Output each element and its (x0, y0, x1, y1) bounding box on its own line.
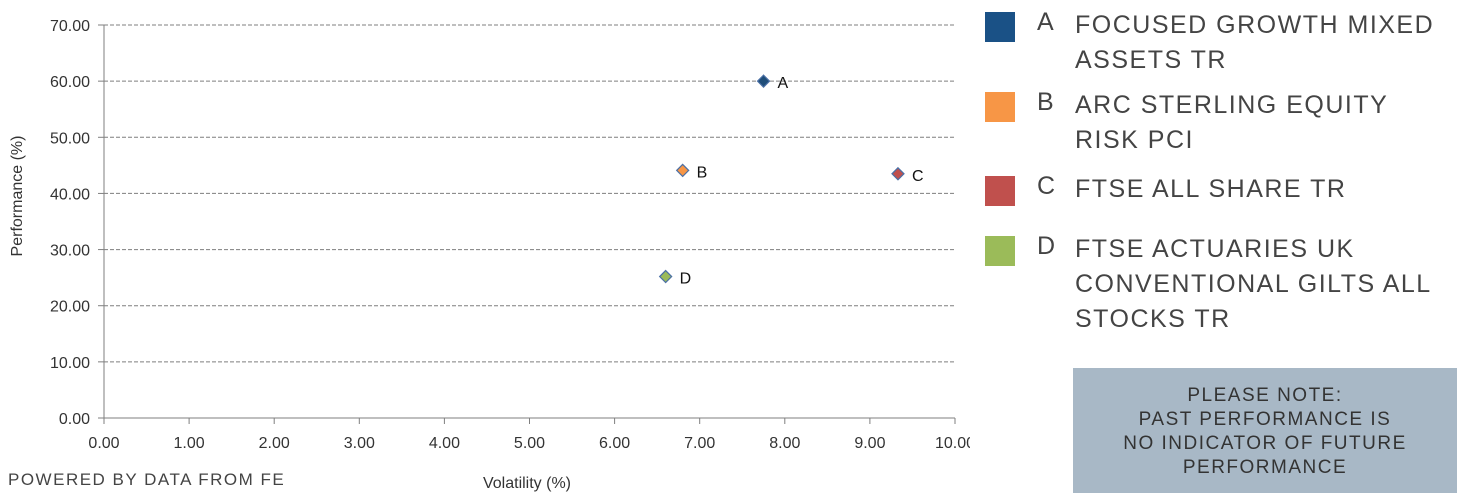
y-tick-label-3: 30.00 (50, 243, 90, 260)
note-line-1: PLEASE NOTE: (1187, 385, 1343, 406)
x-tick-labels: 0.00 1.00 2.00 3.00 4.00 5.00 6.00 7.00 8.00 9.00… (88, 435, 970, 452)
y-tick-labels: 0.00 10.00 20.00 30.00 40.00 50.00 60.00 70.00 (50, 18, 90, 428)
legend-swatch-b (985, 92, 1015, 122)
footer-attribution: POWERED BY DATA FROM FE (8, 470, 286, 489)
note-line-2: PAST PERFORMANCE IS (1138, 409, 1392, 430)
legend-item-b: B ARC STERLING EQUITY RISK PCI (985, 88, 1455, 172)
data-points: A B C D (658, 74, 924, 288)
x-tick-label-3: 3.00 (344, 435, 375, 452)
point-label-d: D (680, 271, 692, 288)
point-label-b: B (697, 164, 708, 181)
point-label-c: C (912, 168, 924, 185)
x-tick-label-6: 6.00 (599, 435, 630, 452)
legend-name-d: FTSE ACTUARIES UK CONVENTIONAL GILTS ALL… (1075, 235, 1431, 333)
legend-swatch-a (985, 12, 1015, 42)
y-tick-label-5: 50.00 (50, 130, 90, 147)
point-label-a: A (778, 75, 789, 92)
legend-item-d: D FTSE ACTUARIES UK CONVENTIONAL GILTS A… (985, 232, 1455, 342)
scatter-chart: 0.00 1.00 2.00 3.00 4.00 5.00 6.00 7.00 8.00 9.00… (9, 18, 970, 492)
x-tick-label-8: 8.00 (769, 435, 800, 452)
y-tick-label-7: 70.00 (50, 18, 90, 35)
legend-letter-c: C (1037, 172, 1056, 200)
y-axis-title: Performance (%) (9, 136, 26, 257)
past-performance-note: PLEASE NOTE: PAST PERFORMANCE IS NO INDI… (1073, 368, 1457, 493)
point-a (756, 74, 771, 88)
legend-letter-a: A (1037, 8, 1054, 36)
x-tick-label-0: 0.00 (88, 435, 119, 452)
legend-letter-b: B (1037, 88, 1054, 116)
note-line-3: NO INDICATOR OF FUTURE (1123, 433, 1407, 454)
legend-letter-d: D (1037, 232, 1056, 260)
x-axis-title: Volatility (%) (483, 475, 571, 492)
legend-swatch-c (985, 176, 1015, 206)
y-tick-label-6: 60.00 (50, 74, 90, 91)
y-tick-label-1: 10.00 (50, 355, 90, 372)
legend-name-a: FOCUSED GROWTH MIXED ASSETS TR (1075, 11, 1435, 74)
x-tick-label-9: 9.00 (854, 435, 885, 452)
axes (98, 24, 956, 424)
x-tick-label-2: 2.00 (259, 435, 290, 452)
point-d (658, 269, 673, 284)
point-b (675, 163, 690, 178)
legend-item-c: C FTSE ALL SHARE TR (985, 172, 1455, 232)
y-tick-label-4: 40.00 (50, 186, 90, 203)
x-tick-label-4: 4.00 (429, 435, 460, 452)
y-tick-label-0: 0.00 (59, 411, 90, 428)
gridlines (104, 24, 955, 363)
note-line-4: PERFORMANCE (1182, 457, 1348, 478)
x-tick-label-1: 1.00 (174, 435, 205, 452)
legend-name-b: ARC STERLING EQUITY RISK PCI (1075, 91, 1388, 154)
legend: A FOCUSED GROWTH MIXED ASSETS TR B ARC S… (985, 8, 1455, 342)
x-tick-label-10: 10.00 (935, 435, 970, 452)
legend-item-a: A FOCUSED GROWTH MIXED ASSETS TR (985, 8, 1455, 88)
legend-name-c: FTSE ALL SHARE TR (1075, 175, 1347, 203)
x-tick-label-5: 5.00 (514, 435, 545, 452)
point-c (891, 166, 905, 181)
legend-swatch-d (985, 236, 1015, 266)
x-tick-label-7: 7.00 (684, 435, 715, 452)
y-tick-label-2: 20.00 (50, 299, 90, 316)
